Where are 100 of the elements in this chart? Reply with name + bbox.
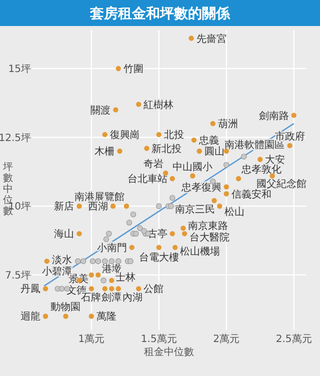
point <box>133 230 139 237</box>
annotation: 淡水 <box>52 254 72 266</box>
point <box>224 191 229 196</box>
annotation: 先嗇宮 <box>196 32 226 45</box>
point <box>42 314 48 319</box>
point <box>137 225 143 232</box>
annotation: 南京東路 <box>188 220 228 232</box>
point <box>224 184 229 190</box>
annotation: 丹鳳 <box>20 284 40 296</box>
point <box>76 204 82 209</box>
point <box>102 286 108 292</box>
point <box>109 278 114 284</box>
point <box>117 148 122 154</box>
point <box>190 173 196 178</box>
point <box>74 258 81 264</box>
annotation: 公館 <box>144 283 164 296</box>
annotation: 松山 <box>224 206 245 218</box>
annotation: 葫洲 <box>218 118 238 130</box>
annotation: 國父紀念館 <box>256 178 306 190</box>
point <box>258 156 263 162</box>
y-tick-label: 7.5坪 <box>5 269 31 282</box>
point <box>103 236 110 242</box>
annotation: 台北車站 <box>127 173 168 186</box>
annotation: 動物園 <box>50 302 81 314</box>
annotation: 北投 <box>164 129 184 142</box>
point <box>172 244 178 250</box>
annotation: 紅樹林 <box>144 98 174 111</box>
y-tick-label: 15坪 <box>8 63 31 76</box>
annotation: 中山國小 <box>172 160 213 173</box>
x-axis-title: 租金中位數 <box>144 346 194 358</box>
annotation: 竹圍 <box>123 63 144 76</box>
point <box>212 198 217 204</box>
annotation: 台大醫院 <box>190 232 230 244</box>
point <box>113 107 118 112</box>
point <box>170 176 175 182</box>
annotation: 萬隆 <box>96 310 116 323</box>
point <box>95 258 102 264</box>
point <box>182 231 188 236</box>
point <box>144 146 150 151</box>
point <box>80 258 86 264</box>
annotation: 士林 <box>116 271 136 284</box>
annotation: 復興崗 <box>110 129 140 142</box>
point <box>223 162 230 168</box>
point <box>76 231 82 236</box>
point <box>88 272 94 278</box>
point <box>102 132 108 138</box>
annotation: 海山 <box>54 228 74 240</box>
annotation: 劍潭 <box>102 292 122 304</box>
chart-title: 套房租金和坪數的關係 <box>89 5 231 22</box>
x-tick-label: 1萬元 <box>78 333 105 345</box>
point <box>58 286 65 292</box>
point <box>210 120 216 126</box>
point <box>196 148 202 154</box>
point <box>109 286 114 292</box>
point <box>170 231 175 236</box>
x-tick-label: 2萬元 <box>213 333 240 345</box>
point <box>42 286 48 292</box>
annotation: 新北投 <box>152 142 182 155</box>
annotation: 圓山 <box>204 146 224 158</box>
annotation: 迴龍 <box>20 310 40 323</box>
annotation: 忠義 <box>198 134 219 147</box>
point <box>88 286 94 292</box>
annotation: 劍南路 <box>258 110 289 122</box>
point <box>236 176 242 182</box>
annotation: 松山機場 <box>180 245 220 258</box>
point <box>156 203 162 210</box>
point <box>136 102 142 107</box>
point <box>106 230 112 237</box>
point <box>156 132 162 138</box>
point <box>124 204 130 209</box>
annotation: 奇岩 <box>144 158 164 170</box>
point <box>100 278 106 284</box>
annotation: 關渡 <box>90 104 111 116</box>
point <box>168 203 174 210</box>
annotation: 信義安和 <box>231 188 272 200</box>
y-tick-label: 12.5坪 <box>0 132 31 144</box>
annotation: 石牌 <box>80 292 101 304</box>
point <box>156 244 162 250</box>
point <box>116 286 121 292</box>
annotation: 內湖 <box>122 292 142 304</box>
point <box>188 36 194 41</box>
point <box>136 286 142 292</box>
point <box>180 226 186 231</box>
annotation: 西湖 <box>88 200 108 213</box>
point <box>116 66 121 72</box>
point <box>287 142 292 148</box>
point <box>169 194 176 201</box>
point <box>191 137 197 143</box>
point <box>291 112 296 118</box>
point <box>110 204 116 209</box>
point <box>63 314 68 319</box>
annotation: 新店 <box>54 200 74 213</box>
x-tick-label: 1.5萬元 <box>140 333 177 345</box>
point <box>90 258 96 264</box>
annotation: 南京三民 <box>175 204 216 216</box>
point <box>88 314 94 319</box>
point <box>129 244 134 250</box>
point <box>217 204 222 209</box>
x-tick-label: 2.5萬元 <box>276 333 312 345</box>
point <box>126 220 132 226</box>
